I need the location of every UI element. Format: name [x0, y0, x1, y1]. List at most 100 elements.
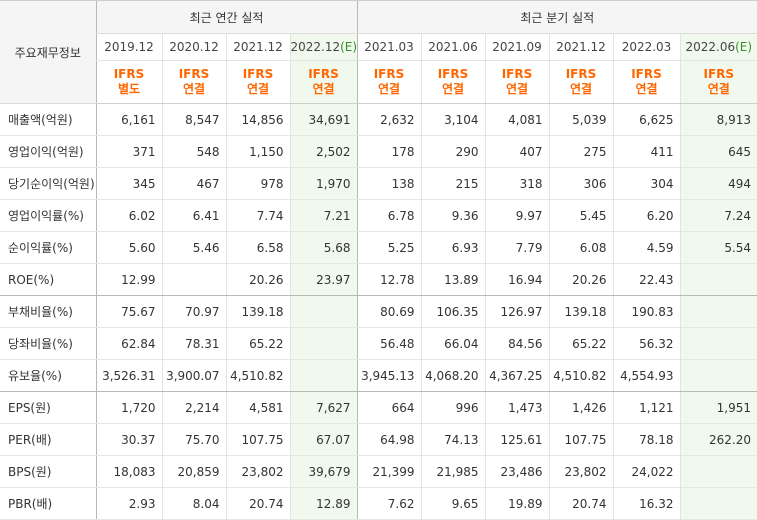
basis-standard: IFRS: [550, 67, 613, 82]
value-cell: 139.18: [549, 296, 613, 328]
estimate-tag: (E): [340, 40, 357, 54]
period-header: 2022.06(E): [680, 34, 757, 61]
basis-standard: IFRS: [291, 67, 357, 82]
value-cell: 978: [226, 168, 290, 200]
value-cell: 7,627: [290, 392, 357, 424]
value-cell: 290: [421, 136, 485, 168]
value-cell: 407: [485, 136, 549, 168]
value-cell: 23,802: [226, 456, 290, 488]
value-cell: 8.04: [162, 488, 226, 520]
value-cell: 1,720: [96, 392, 162, 424]
value-cell: 80.69: [357, 296, 421, 328]
value-cell: 107.75: [549, 424, 613, 456]
basis-standard: IFRS: [97, 67, 162, 82]
row-label: 매출액(억원): [0, 104, 96, 136]
value-cell: 1,426: [549, 392, 613, 424]
estimate-tag: (E): [735, 40, 752, 54]
value-cell: 645: [680, 136, 757, 168]
value-cell: 190.83: [613, 296, 680, 328]
value-cell: 20.26: [549, 264, 613, 296]
value-cell: 125.61: [485, 424, 549, 456]
value-cell: 5.25: [357, 232, 421, 264]
corner-header: 주요재무정보: [0, 1, 96, 104]
value-cell: 2,632: [357, 104, 421, 136]
value-cell: 5.45: [549, 200, 613, 232]
value-cell: 65.22: [226, 328, 290, 360]
value-cell: 6.93: [421, 232, 485, 264]
value-cell: 8,913: [680, 104, 757, 136]
value-cell: 4.59: [613, 232, 680, 264]
value-cell: [680, 328, 757, 360]
value-cell: 304: [613, 168, 680, 200]
period-label: 2021.12: [556, 40, 606, 54]
value-cell: 345: [96, 168, 162, 200]
row-label: 부채비율(%): [0, 296, 96, 328]
value-cell: 494: [680, 168, 757, 200]
value-cell: 20.74: [549, 488, 613, 520]
value-cell: 467: [162, 168, 226, 200]
value-cell: 84.56: [485, 328, 549, 360]
value-cell: 3,900.07: [162, 360, 226, 392]
row-label: 유보율(%): [0, 360, 96, 392]
basis-standard: IFRS: [163, 67, 226, 82]
value-cell: 23,802: [549, 456, 613, 488]
basis-scope: 연결: [291, 82, 357, 97]
value-cell: 75.70: [162, 424, 226, 456]
basis-standard: IFRS: [358, 67, 421, 82]
value-cell: 664: [357, 392, 421, 424]
period-header: 2021.06: [421, 34, 485, 61]
value-cell: 4,581: [226, 392, 290, 424]
period-header: 2019.12: [96, 34, 162, 61]
value-cell: 3,104: [421, 104, 485, 136]
value-cell: 7.62: [357, 488, 421, 520]
basis-scope: 연결: [614, 82, 680, 97]
basis-scope: 연결: [227, 82, 290, 97]
row-label: ROE(%): [0, 264, 96, 296]
basis-scope: 연결: [163, 82, 226, 97]
value-cell: 20.74: [226, 488, 290, 520]
value-cell: 9.97: [485, 200, 549, 232]
value-cell: [680, 456, 757, 488]
basis-scope: 연결: [681, 82, 757, 97]
value-cell: 4,554.93: [613, 360, 680, 392]
value-cell: [680, 360, 757, 392]
value-cell: 20.26: [226, 264, 290, 296]
period-header: 2021.12: [549, 34, 613, 61]
value-cell: 64.98: [357, 424, 421, 456]
value-cell: 7.79: [485, 232, 549, 264]
value-cell: 16.94: [485, 264, 549, 296]
value-cell: 39,679: [290, 456, 357, 488]
period-label: 2021.09: [492, 40, 542, 54]
value-cell: 306: [549, 168, 613, 200]
basis-standard: IFRS: [486, 67, 549, 82]
value-cell: 18,083: [96, 456, 162, 488]
period-label: 2019.12: [104, 40, 154, 54]
row-label: 영업이익(억원): [0, 136, 96, 168]
period-label: 2021.03: [364, 40, 414, 54]
value-cell: 5.60: [96, 232, 162, 264]
period-header: 2022.03: [613, 34, 680, 61]
value-cell: 6.20: [613, 200, 680, 232]
value-cell: 1,150: [226, 136, 290, 168]
value-cell: 12.78: [357, 264, 421, 296]
value-cell: [680, 488, 757, 520]
value-cell: 126.97: [485, 296, 549, 328]
value-cell: 411: [613, 136, 680, 168]
value-cell: 62.84: [96, 328, 162, 360]
value-cell: 4,081: [485, 104, 549, 136]
